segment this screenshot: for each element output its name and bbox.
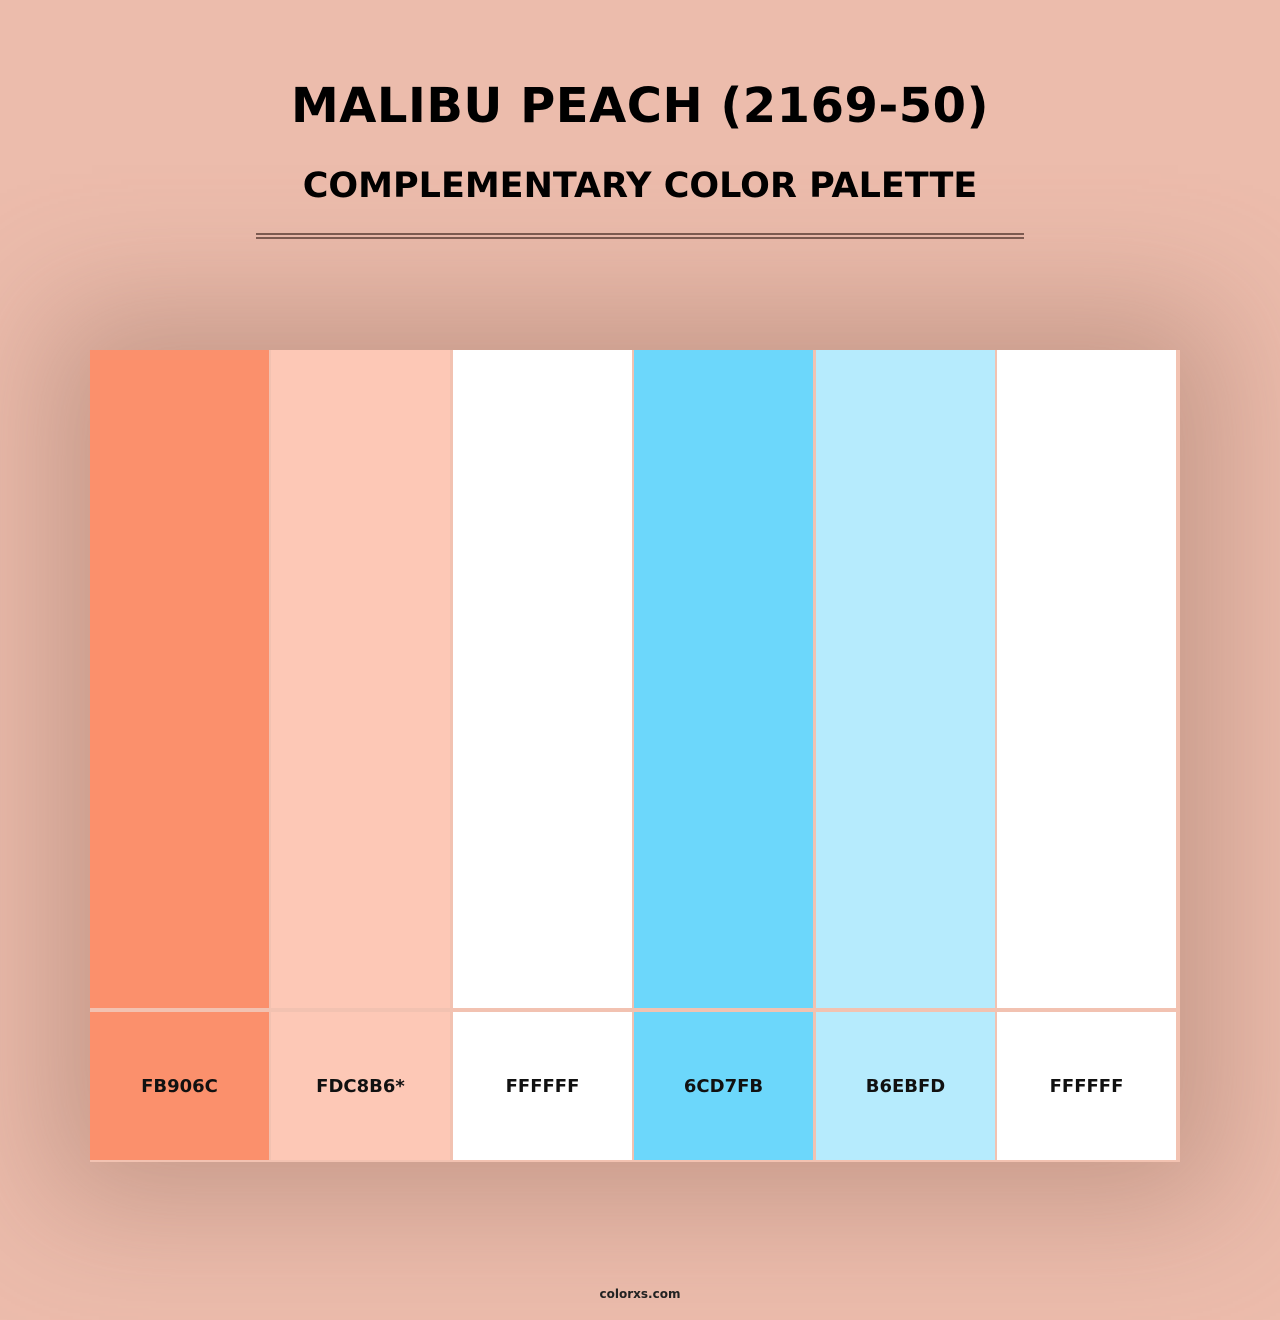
color-swatch	[997, 350, 1176, 1008]
hex-label: FDC8B6*	[271, 1012, 450, 1160]
color-swatch	[453, 350, 632, 1008]
hex-label: 6CD7FB	[634, 1012, 813, 1160]
footer-site-name: colorxs.com	[599, 1287, 681, 1301]
color-swatch	[271, 350, 450, 1008]
color-palette: FB906C FDC8B6* FFFFFF 6CD7FB B6EBFD FFFF…	[90, 350, 1180, 1162]
color-swatch	[634, 350, 813, 1008]
hex-label: FB906C	[90, 1012, 269, 1160]
divider	[256, 237, 1024, 239]
color-swatch	[90, 350, 269, 1008]
color-swatch	[816, 350, 995, 1008]
hex-label: FFFFFF	[453, 1012, 632, 1160]
hex-label: B6EBFD	[816, 1012, 995, 1160]
divider	[256, 233, 1024, 235]
page-subtitle: COMPLEMENTARY COLOR PALETTE	[302, 166, 978, 206]
hex-label: FFFFFF	[997, 1012, 1176, 1160]
page-title: MALIBU PEACH (2169-50)	[290, 78, 990, 134]
